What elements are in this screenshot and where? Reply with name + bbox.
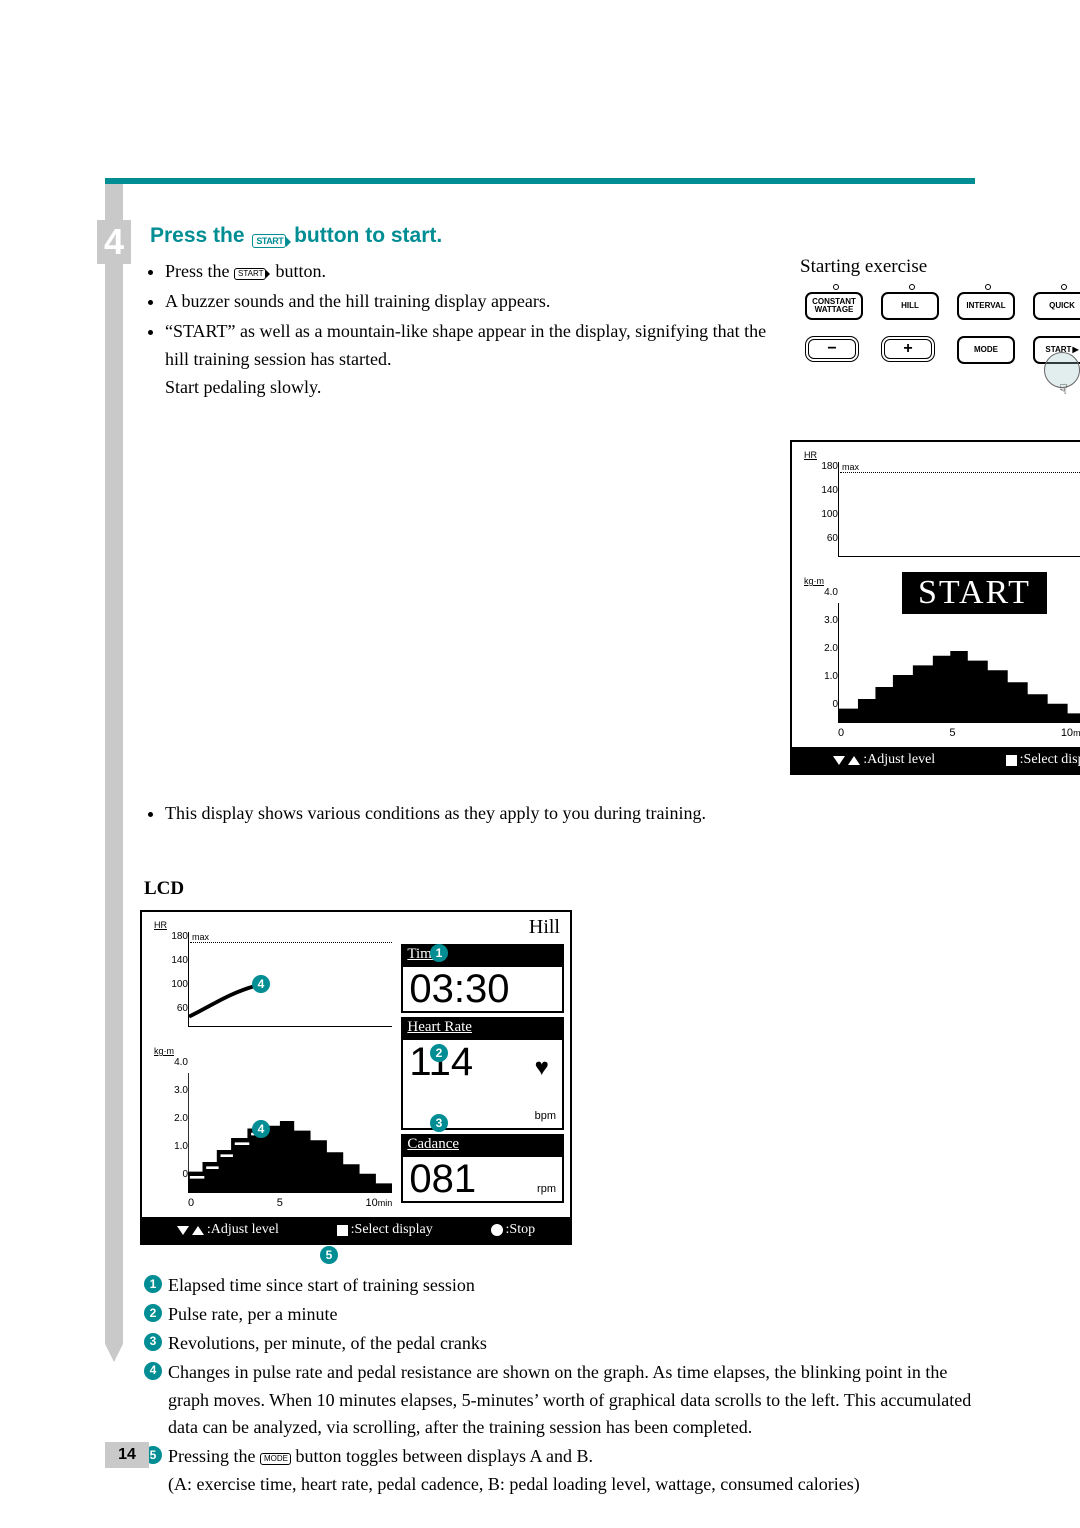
chart-area: HR 180 140 100 60 max kg·m 4.0 3.0 2.0 1…	[148, 918, 396, 1215]
side-stripe	[105, 184, 123, 1344]
callout-4: 4	[252, 975, 270, 993]
hr-axis-title: HR	[154, 920, 167, 930]
hill-profile-chart	[838, 603, 1080, 723]
lcd-display-annotated: Hill HR 180 140 100 60 max kg·m 4.0 3.0 …	[140, 910, 572, 1245]
mode-icon: MODE	[260, 1453, 291, 1465]
x-axis: 0 5 10min	[838, 727, 1080, 739]
indicator-dot	[881, 284, 943, 290]
indicator-dot	[1033, 284, 1080, 290]
mid-bullet: This display shows various conditions as…	[165, 800, 885, 827]
constant-wattage-button: CONSTANTWATTAGE	[805, 292, 863, 320]
list-item: This display shows various conditions as…	[165, 800, 885, 827]
lcd-display-starting: Hill HR 180 140 100 60 max kg·m 4.0 3.0 …	[790, 440, 1080, 775]
list-item: Press the START button.	[165, 258, 790, 286]
legend-text: Revolutions, per minute, of the pedal cr…	[168, 1330, 974, 1358]
interval-button: INTERVAL	[957, 292, 1015, 320]
start-icon: START	[252, 234, 286, 248]
minus-button: −	[805, 336, 859, 362]
x-axis: 0 5 10min	[188, 1197, 392, 1209]
callout-legend: 1Elapsed time since start of training se…	[144, 1272, 974, 1500]
hill-profile-chart	[188, 1073, 392, 1193]
list-item: “START” as well as a mountain-like shape…	[165, 318, 790, 402]
panel-caption: Starting exercise	[800, 256, 927, 278]
lcd-section-title: LCD	[144, 878, 184, 900]
step-bullets: Press the START button. A buzzer sounds …	[165, 258, 790, 403]
kgm-axis-title: kg·m	[804, 576, 824, 586]
indicator-dot	[805, 284, 867, 290]
hill-button: HILL	[881, 292, 939, 320]
legend-text: Pressing the MODE button toggles between…	[168, 1443, 974, 1499]
pointer-icon: ☟	[1059, 382, 1068, 399]
kgm-axis-title: kg·m	[154, 1046, 174, 1056]
heart-icon: ♥	[535, 1054, 549, 1081]
hr-box: Heart Rate 114♥bpm	[401, 1017, 564, 1130]
hr-axis-title: HR	[804, 450, 817, 460]
control-panel-illustration: CONSTANTWATTAGE HILL INTERVAL QUICK − + …	[800, 284, 1080, 394]
step-heading: Press the START button to start.	[150, 224, 442, 248]
page-number: 14	[105, 1442, 149, 1468]
lcd-footer: :Adjust level :Select display :Stop	[142, 1217, 570, 1243]
callout-1: 1	[430, 944, 448, 962]
lcd-footer: :Adjust level :Select display :Stop	[792, 747, 1080, 773]
heading-pre: Press the	[150, 224, 250, 247]
mode-label: Hill	[529, 916, 560, 939]
mode-button: MODE	[957, 336, 1015, 364]
heading-post: button to start.	[288, 224, 442, 247]
callout-5: 5	[320, 1246, 338, 1264]
legend-text: Elapsed time since start of training ses…	[168, 1272, 974, 1300]
start-label: START	[902, 572, 1047, 614]
plus-button: +	[881, 336, 935, 362]
list-item: A buzzer sounds and the hill training di…	[165, 288, 790, 316]
legend-text: Changes in pulse rate and pedal resistan…	[168, 1359, 974, 1443]
callout-4: 4	[252, 1120, 270, 1138]
quick-button: QUICK	[1033, 292, 1080, 320]
cadence-box: Cadance 081rpm	[401, 1134, 564, 1203]
step-number: 4	[97, 220, 131, 264]
indicator-dot	[957, 284, 1019, 290]
time-box: Time 03:30	[401, 944, 564, 1013]
callout-2: 2	[430, 1044, 448, 1062]
top-accent-bar	[105, 178, 975, 184]
callout-3: 3	[430, 1114, 448, 1132]
start-icon: START	[234, 268, 266, 280]
legend-text: Pulse rate, per a minute	[168, 1301, 974, 1329]
